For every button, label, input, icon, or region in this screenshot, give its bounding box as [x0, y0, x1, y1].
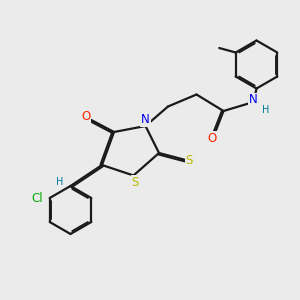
Text: O: O: [207, 131, 216, 145]
Text: H: H: [56, 177, 64, 188]
Text: Cl: Cl: [32, 191, 43, 205]
Text: H: H: [262, 105, 270, 116]
Text: S: S: [131, 176, 139, 189]
Text: S: S: [185, 154, 193, 167]
Text: N: N: [141, 113, 150, 126]
Text: O: O: [81, 110, 90, 124]
Text: N: N: [249, 93, 258, 106]
